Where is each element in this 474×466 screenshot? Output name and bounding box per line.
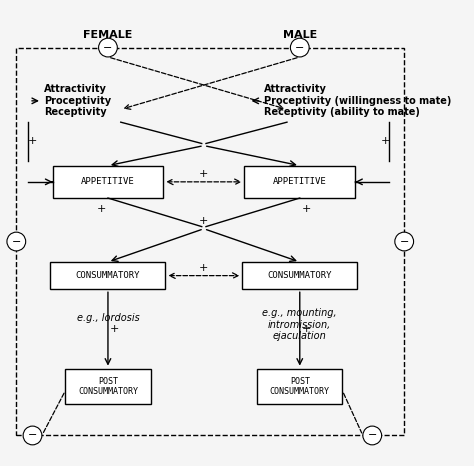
Circle shape [99,38,118,57]
Circle shape [363,426,382,445]
FancyBboxPatch shape [53,165,164,198]
Text: POST
CONSUMMATORY: POST CONSUMMATORY [270,377,330,396]
Circle shape [291,38,309,57]
Text: e.g., mounting,
intromission,
ejaculation: e.g., mounting, intromission, ejaculatio… [263,308,337,341]
FancyBboxPatch shape [242,262,357,289]
Text: −: − [295,42,304,53]
Text: +: + [97,204,106,214]
FancyBboxPatch shape [257,369,342,404]
Text: −: − [12,237,21,247]
Text: +: + [199,169,209,179]
Text: +: + [380,137,390,146]
Text: e.g., lordosis: e.g., lordosis [77,313,139,323]
Text: CONSUMMATORY: CONSUMMATORY [267,271,332,280]
Text: CONSUMMATORY: CONSUMMATORY [76,271,140,280]
Text: −: − [400,237,409,247]
Circle shape [395,232,414,251]
Text: −: − [103,42,113,53]
Text: POST
CONSUMMATORY: POST CONSUMMATORY [78,377,138,396]
Text: +: + [199,216,209,226]
Circle shape [7,232,26,251]
FancyBboxPatch shape [65,369,151,404]
Text: Attractivity
Proceptivity (willingness to mate)
Receptivity (ability to mate): Attractivity Proceptivity (willingness t… [264,84,451,117]
Text: Attractivity
Proceptivity
Receptivity: Attractivity Proceptivity Receptivity [44,84,111,117]
Text: −: − [367,431,377,440]
FancyBboxPatch shape [50,262,165,289]
Text: +: + [301,324,311,334]
Text: APPETITIVE: APPETITIVE [81,178,135,186]
FancyBboxPatch shape [245,165,355,198]
Text: +: + [27,137,37,146]
Text: +: + [109,324,119,334]
Text: MALE: MALE [283,30,317,40]
Text: +: + [199,263,209,273]
Text: −: − [28,431,37,440]
Circle shape [23,426,42,445]
Text: FEMALE: FEMALE [83,30,133,40]
Text: APPETITIVE: APPETITIVE [273,178,327,186]
Text: +: + [301,204,311,214]
